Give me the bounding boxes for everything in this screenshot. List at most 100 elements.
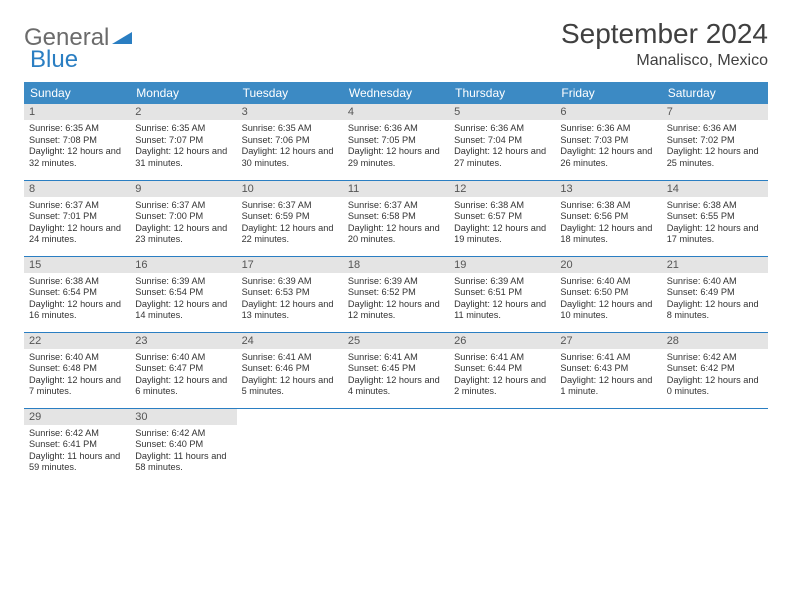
day-number: 11 — [343, 181, 449, 197]
calendar-cell-empty — [343, 408, 449, 484]
calendar-cell: 26Sunrise: 6:41 AMSunset: 6:44 PMDayligh… — [449, 332, 555, 408]
calendar-cell: 12Sunrise: 6:38 AMSunset: 6:57 PMDayligh… — [449, 180, 555, 256]
logo-blue-text: Blue — [30, 46, 78, 74]
day-number: 28 — [662, 333, 768, 349]
weekday-header: Wednesday — [343, 82, 449, 104]
day-number: 29 — [24, 409, 130, 425]
day-number: 24 — [237, 333, 343, 349]
day-number: 19 — [449, 257, 555, 273]
day-details: Sunrise: 6:36 AMSunset: 7:05 PMDaylight:… — [343, 120, 449, 173]
page-header: General September 2024 Manalisco, Mexico — [24, 18, 768, 70]
calendar-cell: 20Sunrise: 6:40 AMSunset: 6:50 PMDayligh… — [555, 256, 661, 332]
calendar-cell: 19Sunrise: 6:39 AMSunset: 6:51 PMDayligh… — [449, 256, 555, 332]
day-details: Sunrise: 6:39 AMSunset: 6:53 PMDaylight:… — [237, 273, 343, 326]
calendar-cell: 22Sunrise: 6:40 AMSunset: 6:48 PMDayligh… — [24, 332, 130, 408]
weekday-header: Monday — [130, 82, 236, 104]
weekday-header: Saturday — [662, 82, 768, 104]
day-number: 4 — [343, 104, 449, 120]
calendar-cell: 27Sunrise: 6:41 AMSunset: 6:43 PMDayligh… — [555, 332, 661, 408]
day-number: 20 — [555, 257, 661, 273]
day-number: 23 — [130, 333, 236, 349]
calendar-row: 22Sunrise: 6:40 AMSunset: 6:48 PMDayligh… — [24, 332, 768, 408]
day-number: 3 — [237, 104, 343, 120]
calendar-cell: 25Sunrise: 6:41 AMSunset: 6:45 PMDayligh… — [343, 332, 449, 408]
day-details: Sunrise: 6:37 AMSunset: 7:01 PMDaylight:… — [24, 197, 130, 250]
calendar-cell-empty — [237, 408, 343, 484]
calendar-cell: 15Sunrise: 6:38 AMSunset: 6:54 PMDayligh… — [24, 256, 130, 332]
weekday-header: Sunday — [24, 82, 130, 104]
day-details: Sunrise: 6:40 AMSunset: 6:47 PMDaylight:… — [130, 349, 236, 402]
day-number: 27 — [555, 333, 661, 349]
day-details: Sunrise: 6:36 AMSunset: 7:04 PMDaylight:… — [449, 120, 555, 173]
calendar-body: 1Sunrise: 6:35 AMSunset: 7:08 PMDaylight… — [24, 104, 768, 484]
day-details: Sunrise: 6:39 AMSunset: 6:52 PMDaylight:… — [343, 273, 449, 326]
calendar-row: 8Sunrise: 6:37 AMSunset: 7:01 PMDaylight… — [24, 180, 768, 256]
calendar-cell: 14Sunrise: 6:38 AMSunset: 6:55 PMDayligh… — [662, 180, 768, 256]
month-title: September 2024 — [561, 18, 768, 50]
calendar-cell-empty — [449, 408, 555, 484]
calendar-cell: 9Sunrise: 6:37 AMSunset: 7:00 PMDaylight… — [130, 180, 236, 256]
calendar-cell: 11Sunrise: 6:37 AMSunset: 6:58 PMDayligh… — [343, 180, 449, 256]
day-details: Sunrise: 6:40 AMSunset: 6:49 PMDaylight:… — [662, 273, 768, 326]
calendar-cell: 29Sunrise: 6:42 AMSunset: 6:41 PMDayligh… — [24, 408, 130, 484]
day-details: Sunrise: 6:42 AMSunset: 6:42 PMDaylight:… — [662, 349, 768, 402]
calendar-cell-empty — [555, 408, 661, 484]
day-number: 10 — [237, 181, 343, 197]
weekday-header: Friday — [555, 82, 661, 104]
day-details: Sunrise: 6:39 AMSunset: 6:51 PMDaylight:… — [449, 273, 555, 326]
day-details: Sunrise: 6:42 AMSunset: 6:40 PMDaylight:… — [130, 425, 236, 478]
day-details: Sunrise: 6:37 AMSunset: 6:59 PMDaylight:… — [237, 197, 343, 250]
day-number: 21 — [662, 257, 768, 273]
day-details: Sunrise: 6:38 AMSunset: 6:54 PMDaylight:… — [24, 273, 130, 326]
calendar-cell: 8Sunrise: 6:37 AMSunset: 7:01 PMDaylight… — [24, 180, 130, 256]
day-details: Sunrise: 6:36 AMSunset: 7:03 PMDaylight:… — [555, 120, 661, 173]
day-number: 17 — [237, 257, 343, 273]
day-details: Sunrise: 6:35 AMSunset: 7:07 PMDaylight:… — [130, 120, 236, 173]
calendar-cell: 10Sunrise: 6:37 AMSunset: 6:59 PMDayligh… — [237, 180, 343, 256]
day-number: 6 — [555, 104, 661, 120]
day-details: Sunrise: 6:38 AMSunset: 6:56 PMDaylight:… — [555, 197, 661, 250]
calendar-cell-empty — [662, 408, 768, 484]
day-details: Sunrise: 6:41 AMSunset: 6:45 PMDaylight:… — [343, 349, 449, 402]
calendar-head: SundayMondayTuesdayWednesdayThursdayFrid… — [24, 82, 768, 104]
day-details: Sunrise: 6:40 AMSunset: 6:48 PMDaylight:… — [24, 349, 130, 402]
day-details: Sunrise: 6:39 AMSunset: 6:54 PMDaylight:… — [130, 273, 236, 326]
day-details: Sunrise: 6:35 AMSunset: 7:08 PMDaylight:… — [24, 120, 130, 173]
calendar-cell: 5Sunrise: 6:36 AMSunset: 7:04 PMDaylight… — [449, 104, 555, 180]
calendar-cell: 24Sunrise: 6:41 AMSunset: 6:46 PMDayligh… — [237, 332, 343, 408]
day-details: Sunrise: 6:37 AMSunset: 6:58 PMDaylight:… — [343, 197, 449, 250]
calendar-cell: 3Sunrise: 6:35 AMSunset: 7:06 PMDaylight… — [237, 104, 343, 180]
calendar-cell: 4Sunrise: 6:36 AMSunset: 7:05 PMDaylight… — [343, 104, 449, 180]
day-number: 30 — [130, 409, 236, 425]
day-number: 9 — [130, 181, 236, 197]
calendar-row: 29Sunrise: 6:42 AMSunset: 6:41 PMDayligh… — [24, 408, 768, 484]
day-details: Sunrise: 6:41 AMSunset: 6:43 PMDaylight:… — [555, 349, 661, 402]
calendar-cell: 2Sunrise: 6:35 AMSunset: 7:07 PMDaylight… — [130, 104, 236, 180]
calendar-cell: 30Sunrise: 6:42 AMSunset: 6:40 PMDayligh… — [130, 408, 236, 484]
day-details: Sunrise: 6:38 AMSunset: 6:55 PMDaylight:… — [662, 197, 768, 250]
calendar-cell: 17Sunrise: 6:39 AMSunset: 6:53 PMDayligh… — [237, 256, 343, 332]
calendar-cell: 21Sunrise: 6:40 AMSunset: 6:49 PMDayligh… — [662, 256, 768, 332]
day-details: Sunrise: 6:38 AMSunset: 6:57 PMDaylight:… — [449, 197, 555, 250]
day-details: Sunrise: 6:35 AMSunset: 7:06 PMDaylight:… — [237, 120, 343, 173]
calendar-cell: 6Sunrise: 6:36 AMSunset: 7:03 PMDaylight… — [555, 104, 661, 180]
calendar-row: 15Sunrise: 6:38 AMSunset: 6:54 PMDayligh… — [24, 256, 768, 332]
calendar-cell: 16Sunrise: 6:39 AMSunset: 6:54 PMDayligh… — [130, 256, 236, 332]
day-number: 5 — [449, 104, 555, 120]
day-number: 8 — [24, 181, 130, 197]
calendar-cell: 18Sunrise: 6:39 AMSunset: 6:52 PMDayligh… — [343, 256, 449, 332]
day-number: 22 — [24, 333, 130, 349]
day-number: 14 — [662, 181, 768, 197]
calendar-cell: 23Sunrise: 6:40 AMSunset: 6:47 PMDayligh… — [130, 332, 236, 408]
day-details: Sunrise: 6:41 AMSunset: 6:46 PMDaylight:… — [237, 349, 343, 402]
day-number: 18 — [343, 257, 449, 273]
calendar-table: SundayMondayTuesdayWednesdayThursdayFrid… — [24, 82, 768, 484]
calendar-cell: 13Sunrise: 6:38 AMSunset: 6:56 PMDayligh… — [555, 180, 661, 256]
day-details: Sunrise: 6:42 AMSunset: 6:41 PMDaylight:… — [24, 425, 130, 478]
calendar-cell: 1Sunrise: 6:35 AMSunset: 7:08 PMDaylight… — [24, 104, 130, 180]
day-details: Sunrise: 6:40 AMSunset: 6:50 PMDaylight:… — [555, 273, 661, 326]
day-number: 26 — [449, 333, 555, 349]
location: Manalisco, Mexico — [561, 52, 768, 70]
day-number: 12 — [449, 181, 555, 197]
calendar-cell: 7Sunrise: 6:36 AMSunset: 7:02 PMDaylight… — [662, 104, 768, 180]
